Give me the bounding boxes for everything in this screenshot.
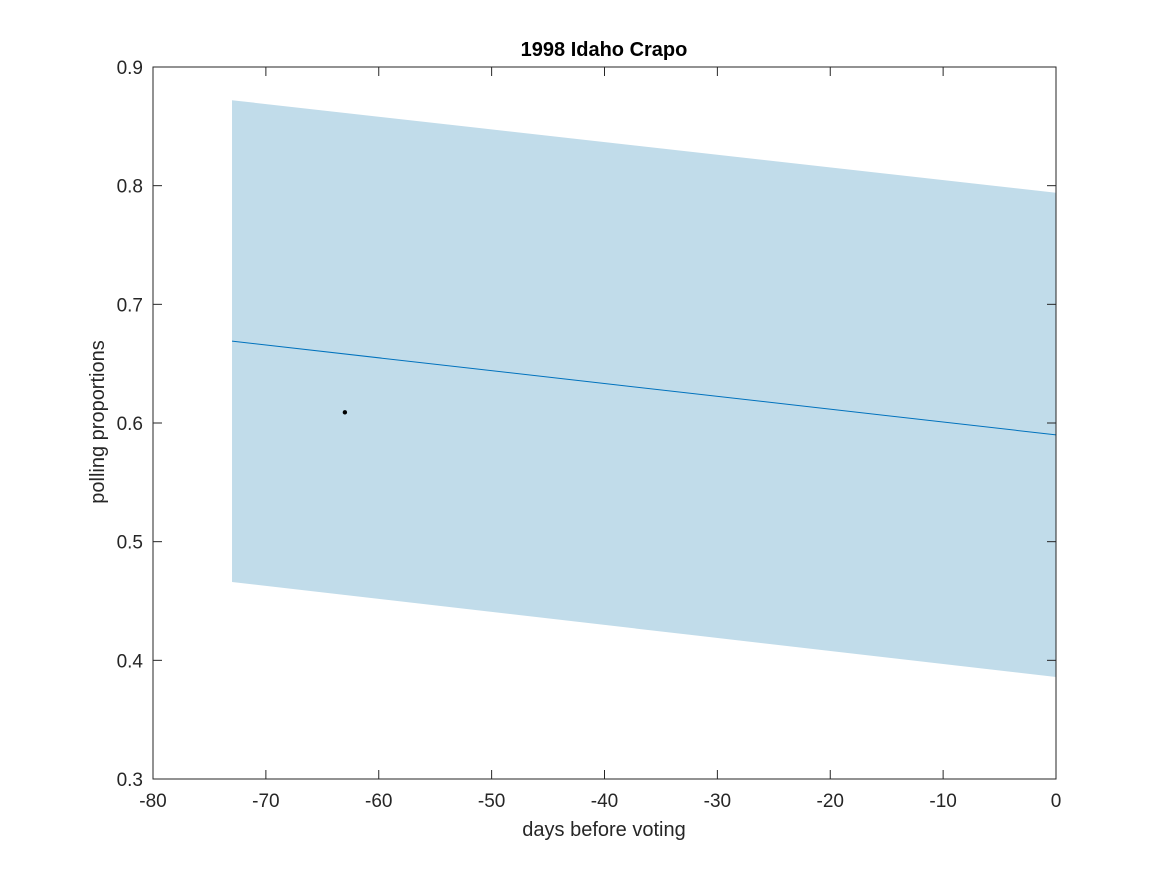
x-axis-label: days before voting [522, 819, 685, 841]
x-tick-label: -50 [478, 791, 505, 812]
y-tick-label: 0.3 [117, 770, 143, 791]
y-tick-label: 0.4 [117, 651, 144, 672]
x-tick-label: -10 [929, 791, 956, 812]
y-tick-label: 0.8 [117, 177, 143, 198]
x-tick-label: -70 [252, 791, 279, 812]
y-tick-label: 0.6 [117, 414, 143, 435]
x-tick-labels: -80 -70 -60 -50 -40 -30 -20 -10 0 [139, 791, 1061, 812]
x-tick-label: 0 [1051, 791, 1062, 812]
poll-point [342, 410, 348, 415]
chart-title: 1998 Idaho Crapo [521, 39, 688, 61]
x-tick-label: -20 [817, 791, 844, 812]
tick-marks [152, 66, 1057, 780]
x-tick-label: -40 [591, 791, 618, 812]
plot-area [231, 100, 1057, 677]
y-tick-label: 0.9 [117, 58, 143, 79]
y-tick-label: 0.5 [117, 533, 143, 554]
confidence-band [232, 100, 1056, 677]
y-axis-label: polling proportions [87, 340, 109, 503]
x-tick-label: -80 [139, 791, 166, 812]
x-tick-label: -60 [365, 791, 392, 812]
trend-line [231, 340, 1057, 436]
y-tick-labels: 0.3 0.4 0.5 0.6 0.7 0.8 0.9 [117, 58, 144, 791]
y-tick-label: 0.7 [117, 295, 143, 316]
x-tick-label: -30 [704, 791, 731, 812]
